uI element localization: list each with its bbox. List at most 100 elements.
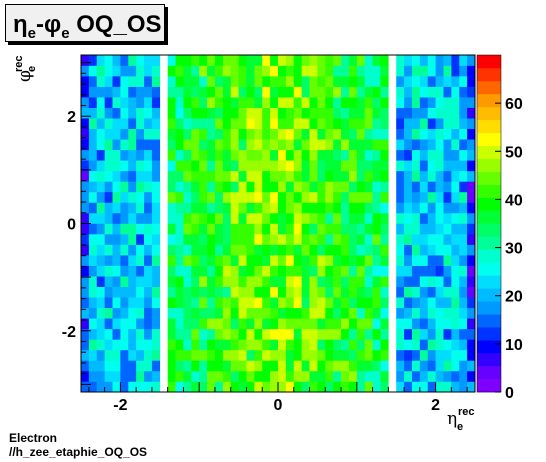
heatmap-cell (309, 97, 318, 108)
heatmap-cell (427, 55, 436, 66)
heatmap-cell (467, 97, 476, 108)
heatmap-cell (325, 286, 334, 298)
heatmap-cell (333, 328, 342, 340)
heatmap-cell (207, 381, 216, 393)
heatmap-cell (191, 65, 200, 77)
heatmap-cell (199, 349, 208, 361)
heatmap-cell (191, 212, 200, 224)
heatmap-cell (451, 107, 460, 119)
heatmap-cell (451, 234, 460, 245)
heatmap-cell (262, 149, 271, 161)
heatmap-cell (199, 191, 208, 203)
heatmap-cell (222, 318, 232, 330)
heatmap-cell (317, 170, 326, 182)
heatmap-cell (325, 118, 334, 130)
heatmap-cell (214, 118, 224, 130)
heatmap-cell (396, 370, 405, 382)
heatmap-cell (348, 76, 358, 87)
heatmap-cell (104, 97, 113, 108)
x-axis-sup: rec (458, 406, 475, 418)
heatmap-cell (419, 318, 429, 330)
heatmap-cell (380, 202, 389, 214)
heatmap-cell (262, 128, 271, 140)
heatmap-cell (285, 118, 295, 130)
heatmap-cell (356, 234, 365, 245)
heatmap-cell (467, 181, 476, 193)
heatmap-cell (167, 202, 176, 214)
heatmap-cell (238, 276, 247, 287)
heatmap-cell (348, 170, 358, 182)
palette-tick-label: 0 (505, 385, 514, 402)
heatmap-cell (88, 139, 98, 151)
heatmap-cell (136, 381, 145, 393)
heatmap-cell (467, 297, 476, 309)
heatmap-cell (443, 181, 452, 193)
heatmap-cell (356, 181, 365, 193)
heatmap-cell (451, 328, 460, 340)
heatmap-cell (356, 212, 365, 224)
heatmap-cell (325, 55, 334, 66)
heatmap-cell (270, 202, 279, 214)
heatmap-cell (199, 139, 208, 151)
heatmap-cell (301, 265, 310, 277)
heatmap-cell (254, 118, 263, 130)
heatmap-cell (96, 191, 105, 203)
heatmap-cell (435, 349, 444, 361)
heatmap-cell (246, 160, 255, 172)
heatmap-cell (222, 86, 232, 98)
heatmap-cell (396, 339, 405, 351)
heatmap-cell (380, 97, 389, 108)
heatmap-cell (120, 349, 129, 361)
heatmap-cell (136, 128, 145, 140)
heatmap-cell (81, 370, 90, 382)
heatmap-cell (88, 107, 98, 119)
heatmap-cell (396, 65, 405, 77)
heatmap-cell (309, 160, 318, 172)
heatmap-cell (356, 65, 365, 77)
heatmap-cell (254, 76, 263, 87)
heatmap-cell (419, 255, 429, 266)
heatmap-cell (151, 65, 161, 77)
heatmap-cell (459, 244, 468, 256)
heatmap-cell (199, 318, 208, 330)
heatmap-cell (175, 212, 184, 224)
heatmap-cell (81, 170, 90, 182)
heatmap-cell (230, 307, 239, 319)
heatmap-cell (214, 276, 224, 287)
heatmap-cell (81, 128, 90, 140)
heatmap-cell (427, 97, 436, 108)
heatmap-cell (96, 149, 105, 161)
heatmap-cell (396, 86, 405, 98)
heatmap-cell (144, 223, 153, 235)
heatmap-cell (317, 370, 326, 382)
heatmap-cell (459, 86, 468, 98)
heatmap-cell (238, 255, 247, 266)
heatmap-cell (443, 118, 452, 130)
heatmap-cell (81, 97, 90, 108)
heatmap-cell (214, 297, 224, 309)
heatmap-cell (207, 339, 216, 351)
heatmap-cell (175, 244, 184, 256)
heatmap-cell (183, 349, 192, 361)
heatmap-cell (175, 370, 184, 382)
heatmap-cell (112, 65, 121, 77)
heatmap-cell (151, 55, 161, 66)
heatmap-cell (309, 381, 318, 393)
heatmap-cell (364, 297, 373, 309)
heatmap-cell (451, 191, 460, 203)
heatmap-cell (254, 349, 263, 361)
heatmap-cell (191, 255, 200, 266)
heatmap-cell (301, 349, 310, 361)
heatmap-cell (372, 223, 381, 235)
heatmap-cell (293, 276, 302, 287)
heatmap-cell (238, 349, 247, 361)
heatmap-cell (278, 223, 287, 235)
heatmap-cell (348, 202, 358, 214)
palette-band (477, 288, 501, 302)
heatmap-cell (309, 223, 318, 235)
heatmap-cell (175, 328, 184, 340)
heatmap-cell (270, 139, 279, 151)
heatmap-cell (333, 286, 342, 298)
heatmap-cell (191, 370, 200, 382)
heatmap-cell (411, 191, 421, 203)
